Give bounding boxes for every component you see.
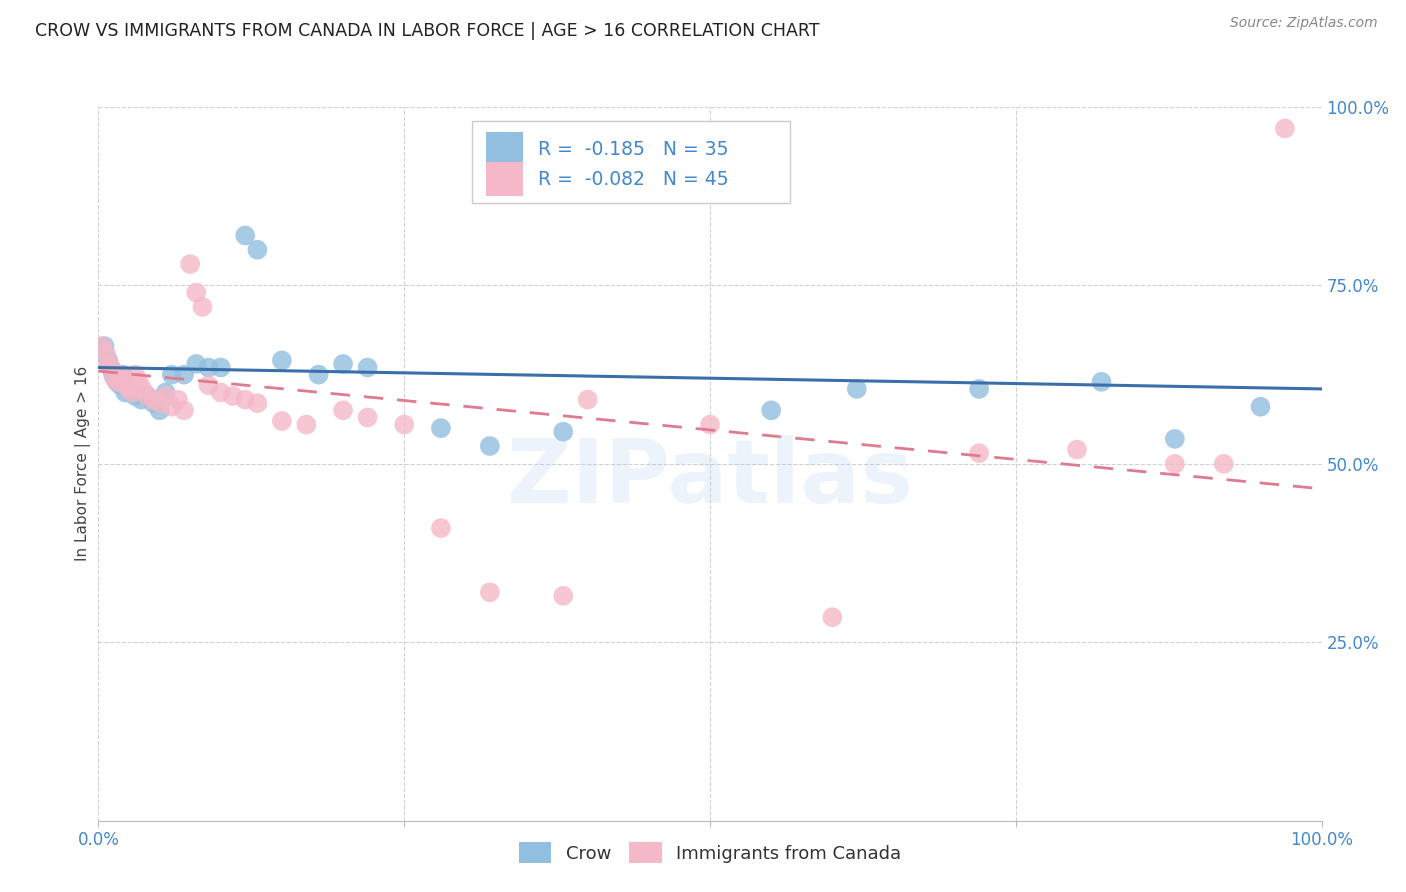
Y-axis label: In Labor Force | Age > 16: In Labor Force | Age > 16: [76, 367, 91, 561]
Point: [430, 421, 453, 435]
Point: [1164, 457, 1187, 471]
Point: [761, 403, 783, 417]
Point: [149, 396, 172, 410]
Point: [110, 378, 132, 392]
Point: [332, 403, 354, 417]
Point: [136, 389, 159, 403]
Point: [1249, 400, 1271, 414]
Point: [103, 371, 125, 385]
Point: [173, 368, 195, 382]
Point: [136, 389, 159, 403]
Point: [110, 368, 132, 382]
FancyBboxPatch shape: [471, 121, 790, 203]
Point: [118, 382, 141, 396]
Point: [1274, 121, 1296, 136]
Point: [356, 360, 378, 375]
FancyBboxPatch shape: [486, 132, 523, 166]
Point: [209, 385, 232, 400]
Point: [1090, 375, 1112, 389]
Point: [97, 353, 120, 368]
Point: [124, 389, 146, 403]
Point: [246, 243, 269, 257]
Point: [478, 439, 501, 453]
Point: [821, 610, 844, 624]
Point: [191, 300, 214, 314]
Text: Source: ZipAtlas.com: Source: ZipAtlas.com: [1230, 16, 1378, 30]
Point: [478, 585, 501, 599]
Point: [233, 392, 256, 407]
Point: [270, 353, 294, 368]
Point: [131, 382, 153, 396]
Point: [149, 403, 172, 417]
Point: [553, 589, 575, 603]
Point: [197, 360, 219, 375]
Point: [197, 378, 219, 392]
Point: [93, 339, 115, 353]
Point: [392, 417, 416, 432]
Point: [155, 389, 177, 403]
Point: [1164, 432, 1187, 446]
FancyBboxPatch shape: [486, 162, 523, 196]
Point: [173, 403, 195, 417]
Point: [142, 392, 165, 407]
Point: [167, 392, 190, 407]
Point: [179, 257, 201, 271]
Point: [105, 375, 128, 389]
Point: [295, 417, 318, 432]
Point: [155, 385, 177, 400]
Point: [94, 346, 117, 360]
Point: [553, 425, 575, 439]
Point: [967, 446, 990, 460]
Point: [430, 521, 453, 535]
Text: CROW VS IMMIGRANTS FROM CANADA IN LABOR FORCE | AGE > 16 CORRELATION CHART: CROW VS IMMIGRANTS FROM CANADA IN LABOR …: [35, 22, 820, 40]
Point: [107, 375, 129, 389]
Point: [967, 382, 990, 396]
Point: [128, 375, 150, 389]
Point: [129, 392, 152, 407]
Point: [233, 228, 256, 243]
Point: [246, 396, 269, 410]
Point: [114, 378, 136, 392]
Point: [111, 368, 134, 382]
Point: [160, 368, 183, 382]
Point: [1066, 442, 1088, 457]
Point: [576, 392, 599, 407]
Point: [100, 360, 122, 375]
Point: [97, 357, 120, 371]
Point: [308, 368, 330, 382]
Point: [101, 368, 124, 382]
Point: [699, 417, 721, 432]
Point: [186, 285, 208, 300]
Point: [160, 400, 183, 414]
Point: [124, 368, 146, 382]
Point: [270, 414, 294, 428]
Point: [111, 375, 134, 389]
Point: [356, 410, 378, 425]
Point: [121, 385, 143, 400]
Point: [186, 357, 208, 371]
Point: [845, 382, 868, 396]
Point: [1212, 457, 1234, 471]
Point: [142, 396, 165, 410]
Point: [222, 389, 245, 403]
Point: [91, 339, 114, 353]
Point: [114, 385, 136, 400]
Point: [118, 382, 141, 396]
Text: R =  -0.082   N = 45: R = -0.082 N = 45: [537, 169, 728, 188]
Text: ZIPatlas: ZIPatlas: [508, 434, 912, 522]
Point: [332, 357, 354, 371]
Point: [100, 360, 122, 375]
Text: R =  -0.185   N = 35: R = -0.185 N = 35: [537, 140, 728, 159]
Legend: Crow, Immigrants from Canada: Crow, Immigrants from Canada: [510, 833, 910, 872]
Point: [209, 360, 232, 375]
